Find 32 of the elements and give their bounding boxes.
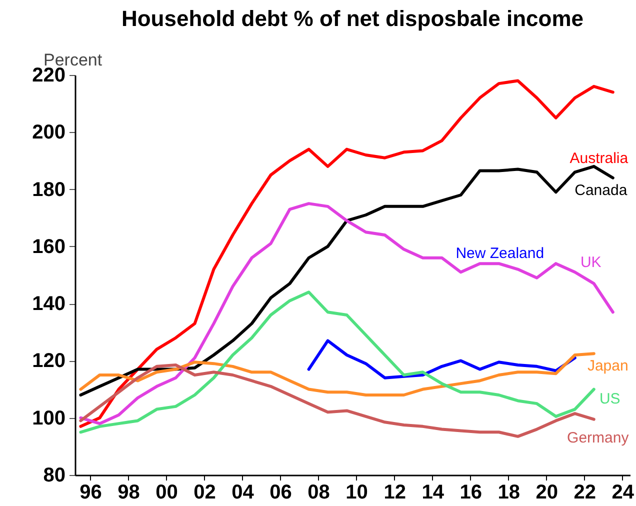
x-tick-label: 00 xyxy=(156,482,178,504)
x-tick-label: 24 xyxy=(612,482,635,504)
y-tick-label: 160 xyxy=(32,236,66,258)
y-tick-label: 120 xyxy=(32,350,66,372)
x-tick-label: 18 xyxy=(498,482,520,504)
series-label: Canada xyxy=(574,182,628,199)
x-tick-label: 14 xyxy=(422,482,445,504)
series-label: Germany xyxy=(567,429,630,446)
series-label: UK xyxy=(580,254,602,272)
x-tick-label: 02 xyxy=(194,482,216,504)
x-tick-label: 12 xyxy=(384,482,406,504)
x-tick-label: 96 xyxy=(80,482,102,504)
y-tick-label: 200 xyxy=(32,122,66,144)
y-tick-label: 140 xyxy=(32,293,66,316)
chart-title: Household debt % of net disposbale income xyxy=(121,6,584,31)
x-tick-label: 20 xyxy=(536,482,558,504)
series-label: US xyxy=(599,390,620,408)
text: Australia xyxy=(570,150,629,168)
series-label: Japan xyxy=(587,358,628,375)
x-tick-label: 22 xyxy=(574,482,596,504)
x-tick-label: 16 xyxy=(460,482,482,504)
y-tick-label: 100 xyxy=(32,407,66,430)
x-tick-label: 06 xyxy=(270,482,292,504)
x-tick-label: 08 xyxy=(308,482,330,504)
x-tick-label: 04 xyxy=(232,482,255,504)
x-tick-label: 98 xyxy=(118,482,140,504)
y-tick-label: 180 xyxy=(32,178,66,201)
line-series xyxy=(307,339,576,380)
x-tick-label: 10 xyxy=(346,482,368,504)
y-tick-label: 220 xyxy=(32,64,66,86)
text: New Zealand xyxy=(456,244,544,262)
y-tick-label: 80 xyxy=(43,464,66,486)
